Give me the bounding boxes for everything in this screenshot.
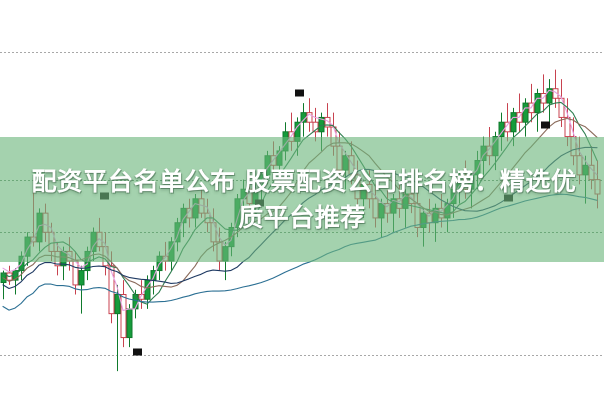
candle-body xyxy=(492,136,499,157)
annotation-chip xyxy=(255,199,264,207)
candle-body xyxy=(378,203,385,219)
candle-body xyxy=(72,260,79,286)
candle-body xyxy=(522,102,529,123)
candle-body xyxy=(222,246,229,262)
candle-body xyxy=(420,212,427,228)
candle-body xyxy=(504,121,511,133)
candle-body xyxy=(306,112,313,123)
candle-body xyxy=(276,150,283,166)
candle-body xyxy=(318,116,325,133)
candle-body xyxy=(354,174,361,200)
candle-body xyxy=(450,188,457,205)
annotation-chip xyxy=(100,192,109,200)
candle-body xyxy=(90,231,97,252)
candle-body xyxy=(78,270,85,286)
candle-body xyxy=(192,198,199,219)
annotation-chip xyxy=(133,348,142,356)
candle-body xyxy=(534,93,541,114)
candle-body xyxy=(552,88,559,99)
grid-lines xyxy=(0,52,604,356)
candle-body xyxy=(564,116,571,138)
candle-body xyxy=(324,116,331,128)
candle-body xyxy=(108,265,115,315)
candle-body xyxy=(372,198,379,219)
candle-body xyxy=(42,212,49,233)
candle-body xyxy=(216,241,223,262)
candle-body xyxy=(120,294,127,339)
candle-body xyxy=(336,145,343,171)
candle-body xyxy=(510,112,517,133)
annotation-chip xyxy=(541,121,550,129)
annotation-chip xyxy=(504,194,513,202)
candle-body xyxy=(582,164,589,176)
candle-body xyxy=(342,155,349,171)
candle-body xyxy=(546,88,553,104)
candle-body xyxy=(126,308,133,339)
candle-body xyxy=(576,155,583,176)
candle-body xyxy=(180,207,187,224)
candle-body xyxy=(360,183,367,200)
candle-body xyxy=(312,121,319,133)
candle-body xyxy=(114,294,121,315)
annotation-chip xyxy=(295,89,304,97)
candle-body xyxy=(594,179,601,195)
